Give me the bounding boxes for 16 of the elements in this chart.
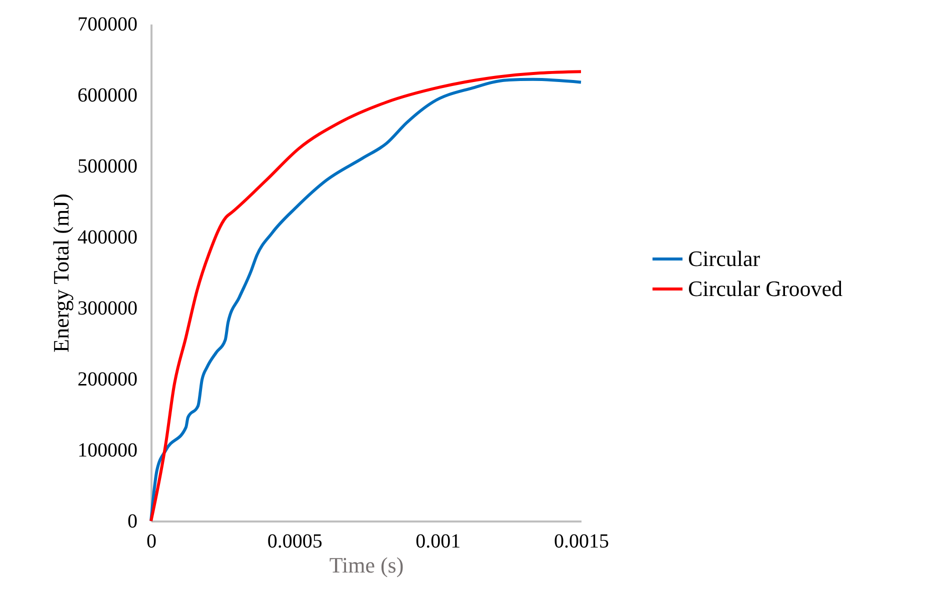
y-tick-label: 200000 xyxy=(78,368,138,390)
y-tick-label: 500000 xyxy=(78,156,138,178)
y-axis-title: Energy Total (mJ) xyxy=(48,194,74,352)
x-tick-label: 0.0005 xyxy=(267,530,322,552)
x-tick-label: 0 xyxy=(146,530,156,552)
y-tick-label: 300000 xyxy=(78,298,138,320)
x-tick-label: 0.0015 xyxy=(554,530,609,552)
legend-label: Circular Grooved xyxy=(688,276,843,301)
y-tick-label: 400000 xyxy=(78,226,138,248)
x-axis-title: Time (s) xyxy=(329,552,404,578)
x-tick-label: 0.001 xyxy=(416,530,461,552)
y-tick-label: 700000 xyxy=(78,14,138,36)
y-tick-label: 0 xyxy=(128,510,138,532)
y-tick-label: 100000 xyxy=(78,440,138,462)
y-tick-label: 600000 xyxy=(78,84,138,106)
legend-label: Circular xyxy=(688,246,761,271)
